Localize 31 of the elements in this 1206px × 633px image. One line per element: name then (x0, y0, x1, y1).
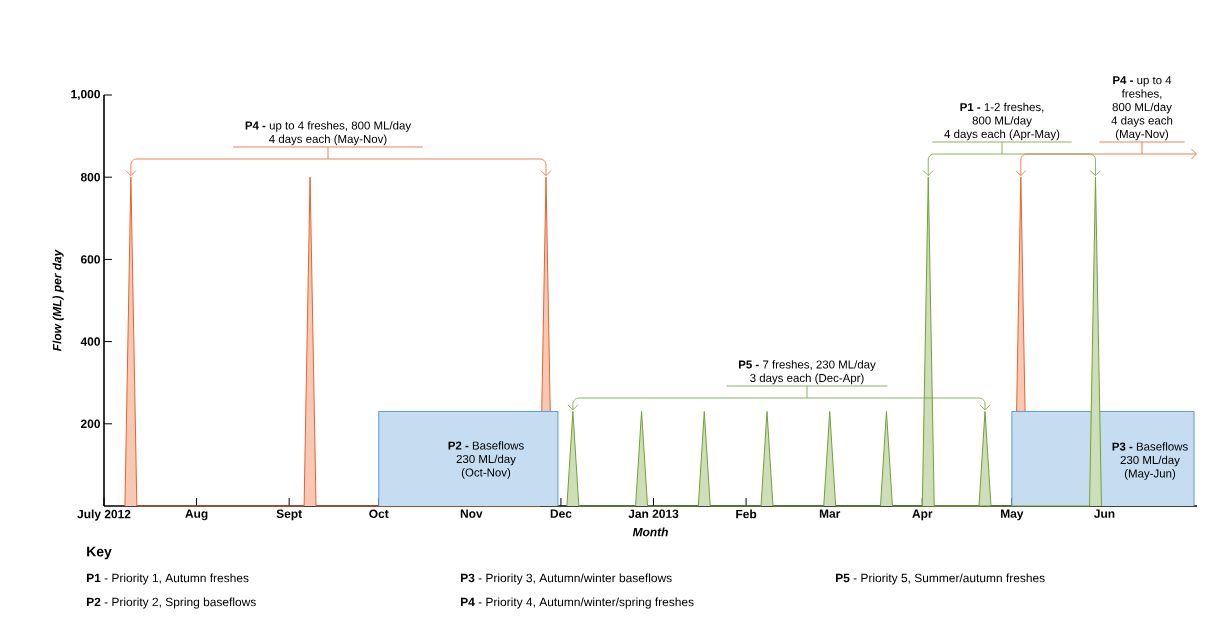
annotation: P5 - 7 freshes, 230 ML/day 3 days each (Dec-Apr) (739, 360, 876, 385)
y-tick-label: 800 (80, 172, 100, 182)
y-axis-title: Flow (ML) per day (52, 249, 64, 352)
y-tick-label: 600 (80, 255, 100, 264)
x-tick-label: Aug (185, 509, 208, 521)
x-tick-label: July 2012 (77, 509, 131, 521)
annotation: P2 - Baseflows 230 ML/day (Oct-Nov) (448, 441, 524, 479)
y-tick-label: 1,000 (71, 89, 100, 101)
annotation: P4 - up to 4 freshes, 800 ML/day 4 days each (May-Nov) (245, 121, 412, 146)
y-tick-label: 400 (80, 337, 100, 346)
x-axis-title: Month (632, 527, 668, 537)
text: Key (87, 546, 112, 560)
text: P2 - Priority 2, Spring baseflows (87, 597, 256, 609)
x-tick-label: Jan 2013 (628, 509, 679, 519)
text: P3 - Priority 3, Autumn/winter baseflows (461, 573, 672, 585)
x-tick-label: Feb (736, 509, 757, 519)
annotation: P1 - 1-2 freshes, 800 ML/day 4 days each (Apr-May) (944, 102, 1060, 141)
x-tick-label: Apr (912, 509, 933, 521)
x-tick-label: Dec (550, 509, 572, 518)
x-tick-label: Nov (460, 509, 483, 518)
text: P1 - Priority 1, Autumn freshes (87, 573, 249, 585)
x-tick-label: May (1001, 509, 1024, 521)
text: P4 - Priority 4, Autumn/winter/spring freshes (461, 597, 694, 609)
text: P5 - Priority 5, Summer/autumn freshes (836, 573, 1045, 585)
x-tick-label: Jun (1094, 509, 1115, 518)
annotation: P3 - Baseflows 230 ML/day (May-Jun) (1112, 442, 1188, 480)
x-tick-label: Oct (369, 509, 389, 518)
y-tick-label: 200 (80, 419, 100, 429)
x-tick-label: Mar (819, 509, 841, 518)
x-tick-label: Sept (276, 509, 302, 521)
annotation: P4 - up to 4 freshes, 800 ML/day 4 days each (May-Nov) (1111, 76, 1173, 141)
